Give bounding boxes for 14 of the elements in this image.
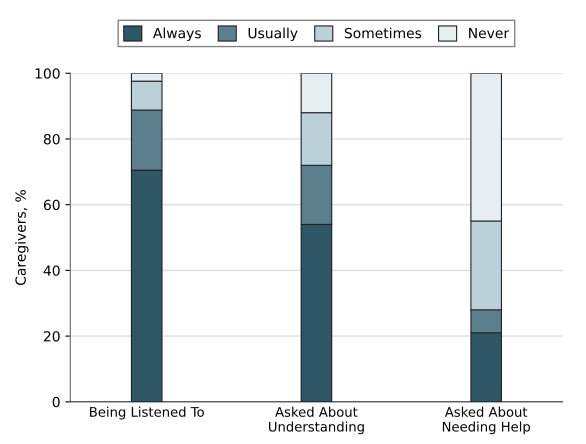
x-tick-label: Asked About Understanding: [268, 406, 364, 434]
y-tick-label: 20: [44, 331, 60, 342]
y-tick-label: 40: [44, 265, 60, 276]
legend-label: Never: [469, 28, 510, 38]
y-tick-label: 60: [44, 200, 60, 210]
x-tick-label: Asked About Needing Help: [442, 406, 530, 434]
x-tick-label: Being Listened To: [90, 406, 204, 420]
legend-label: Sometimes: [344, 28, 422, 38]
legend-label: Always: [153, 28, 201, 42]
y-tick-label: 0: [52, 396, 60, 408]
y-tick-label: 80: [44, 134, 60, 144]
y-tick-label: 100: [36, 68, 60, 79]
y-axis-title: Caregivers, %: [15, 190, 29, 286]
legend-label: Usually: [248, 28, 298, 42]
